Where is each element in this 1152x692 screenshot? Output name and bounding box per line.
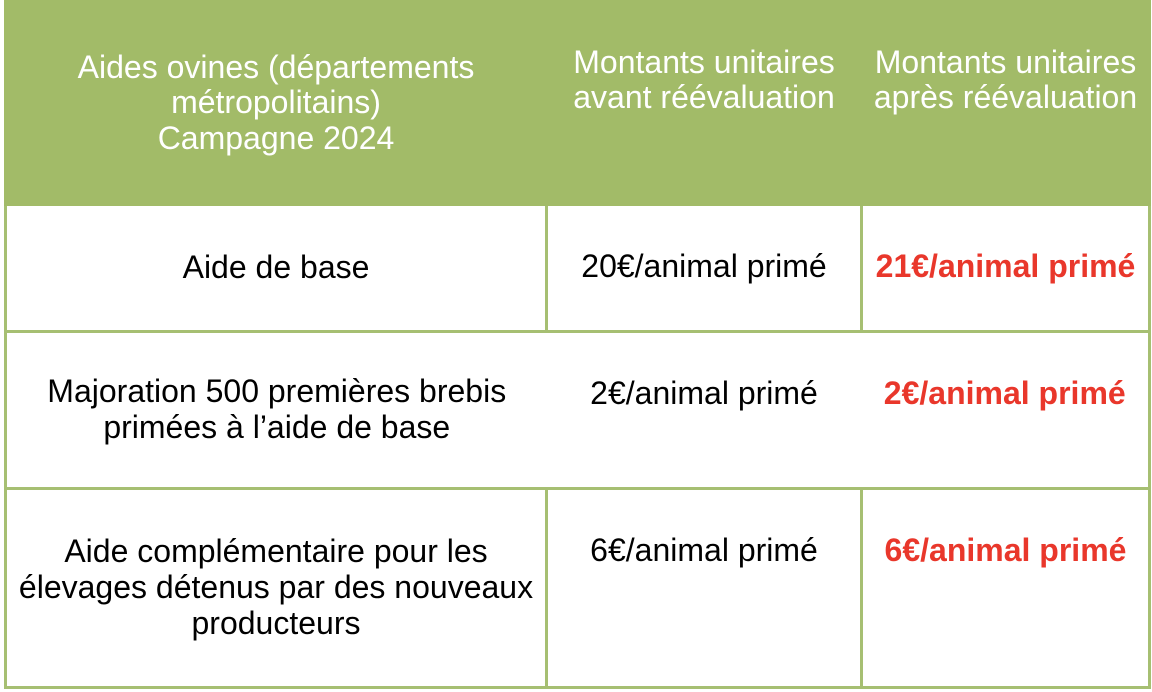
table-row-majoration: Majoration 500 premières brebis primées … bbox=[5, 330, 1150, 490]
header-amount-after-label: Montants unitaires après réévaluation bbox=[873, 44, 1138, 116]
amount-before-text: 6€/animal primé bbox=[590, 532, 818, 568]
cell-amount-after: 21€/animal primé bbox=[860, 203, 1151, 333]
amount-after-text: 2€/animal primé bbox=[883, 375, 1126, 411]
table-row-aide-complementaire: Aide complémentaire pour les élevages dé… bbox=[4, 487, 1151, 689]
amount-before-text: 2€/animal primé bbox=[590, 375, 818, 411]
cell-aid-name: Majoration 500 premières brebis primées … bbox=[5, 330, 547, 490]
table-row-aide-de-base: Aide de base 20€/animal primé 21€/animal… bbox=[4, 203, 1151, 333]
cell-amount-after: 6€/animal primé bbox=[860, 487, 1151, 689]
cell-amount-before: 2€/animal primé bbox=[546, 330, 862, 490]
header-cell-amount-after: Montants unitaires après réévaluation bbox=[860, 0, 1151, 206]
table-header-row: Aides ovines (départements métropolitain… bbox=[4, 0, 1151, 206]
aid-name-text: Majoration 500 premières brebis primées … bbox=[47, 373, 507, 445]
amount-before-text: 20€/animal primé bbox=[581, 248, 827, 284]
cell-amount-before: 20€/animal primé bbox=[545, 203, 863, 333]
amount-after-text: 6€/animal primé bbox=[884, 532, 1127, 568]
cell-amount-before: 6€/animal primé bbox=[545, 487, 863, 689]
header-cell-amount-before: Montants unitaires avant réévaluation bbox=[545, 0, 863, 206]
amount-after-text: 21€/animal primé bbox=[875, 248, 1136, 284]
header-amount-before-label: Montants unitaires avant réévaluation bbox=[573, 44, 835, 116]
aid-name-text: Aide complémentaire pour les élevages dé… bbox=[18, 533, 534, 641]
aid-name-text: Aide de base bbox=[182, 249, 370, 286]
header-cell-aid-name: Aides ovines (départements métropolitain… bbox=[4, 0, 548, 206]
header-aid-name-label: Aides ovines (départements métropolitain… bbox=[77, 49, 475, 156]
cell-aid-name: Aide complémentaire pour les élevages dé… bbox=[4, 487, 548, 689]
cell-amount-after: 2€/animal primé bbox=[861, 330, 1150, 490]
ovine-aid-table: Aides ovines (départements métropolitain… bbox=[4, 0, 1151, 689]
cell-aid-name: Aide de base bbox=[4, 203, 548, 333]
